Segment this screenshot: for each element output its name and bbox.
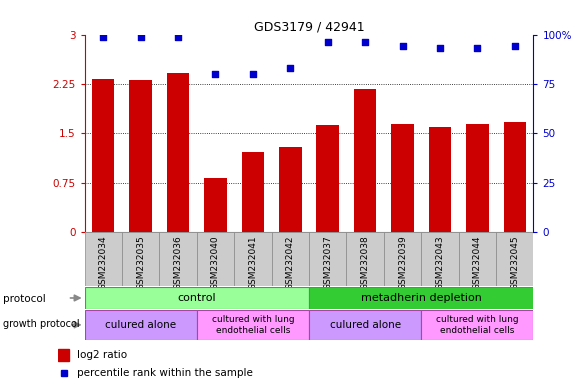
Bar xyxy=(234,232,272,286)
Bar xyxy=(85,287,309,309)
Text: GSM232040: GSM232040 xyxy=(211,235,220,290)
Bar xyxy=(58,349,69,361)
Text: cultured with lung
endothelial cells: cultured with lung endothelial cells xyxy=(212,315,294,334)
Point xyxy=(136,33,145,40)
Point xyxy=(510,43,519,50)
Bar xyxy=(159,232,197,286)
Text: GSM232042: GSM232042 xyxy=(286,235,295,290)
Bar xyxy=(167,73,189,232)
Point xyxy=(99,33,108,40)
Text: GSM232044: GSM232044 xyxy=(473,235,482,290)
Bar xyxy=(459,232,496,286)
Text: protocol: protocol xyxy=(3,294,45,304)
Point xyxy=(248,71,258,77)
Point xyxy=(473,45,482,51)
Bar xyxy=(422,310,533,340)
Bar xyxy=(85,310,197,340)
Bar xyxy=(122,232,159,286)
Bar xyxy=(272,232,309,286)
Bar xyxy=(85,232,122,286)
Text: growth protocol: growth protocol xyxy=(3,319,79,329)
Text: control: control xyxy=(177,293,216,303)
Bar xyxy=(317,125,339,232)
Bar xyxy=(309,310,421,340)
Bar xyxy=(279,147,301,232)
Bar xyxy=(421,232,459,286)
Point xyxy=(211,71,220,77)
Bar xyxy=(309,232,346,286)
Title: GDS3179 / 42941: GDS3179 / 42941 xyxy=(254,20,364,33)
Bar xyxy=(242,152,264,232)
Bar xyxy=(196,232,234,286)
Text: culured alone: culured alone xyxy=(329,320,401,330)
Text: GSM232039: GSM232039 xyxy=(398,235,407,290)
Text: GSM232045: GSM232045 xyxy=(510,235,519,290)
Bar xyxy=(466,124,489,232)
Bar xyxy=(429,127,451,232)
Point xyxy=(286,65,295,71)
Text: log2 ratio: log2 ratio xyxy=(77,350,127,360)
Text: GSM232038: GSM232038 xyxy=(361,235,370,290)
Text: GSM232034: GSM232034 xyxy=(99,235,108,290)
Text: cultured with lung
endothelial cells: cultured with lung endothelial cells xyxy=(436,315,519,334)
Point xyxy=(323,40,332,46)
Point xyxy=(398,43,407,50)
Text: culured alone: culured alone xyxy=(105,320,176,330)
Bar xyxy=(197,310,309,340)
Bar xyxy=(391,124,414,232)
Text: metadherin depletion: metadherin depletion xyxy=(361,293,482,303)
Text: percentile rank within the sample: percentile rank within the sample xyxy=(77,367,253,377)
Text: GSM232043: GSM232043 xyxy=(436,235,444,290)
Bar xyxy=(504,122,526,232)
Point xyxy=(436,45,445,51)
Bar xyxy=(384,232,421,286)
Bar xyxy=(204,178,227,232)
Point xyxy=(173,33,182,40)
Bar xyxy=(92,79,114,232)
Text: GSM232037: GSM232037 xyxy=(323,235,332,290)
Text: GSM232035: GSM232035 xyxy=(136,235,145,290)
Bar xyxy=(496,232,533,286)
Bar xyxy=(346,232,384,286)
Text: GSM232041: GSM232041 xyxy=(248,235,257,290)
Point xyxy=(360,40,370,46)
Bar xyxy=(309,287,533,309)
Text: GSM232036: GSM232036 xyxy=(174,235,182,290)
Bar xyxy=(354,89,377,232)
Bar xyxy=(129,80,152,232)
